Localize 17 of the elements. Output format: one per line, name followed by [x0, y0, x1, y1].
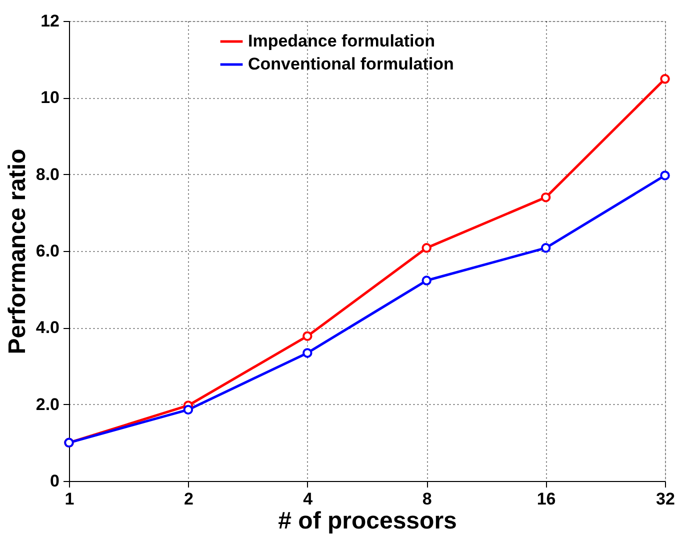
y-axis-title: Performance ratio: [4, 148, 31, 354]
x-tick-label: 4: [303, 490, 314, 508]
x-tick-label: 1: [64, 490, 74, 508]
x-tick-label: 32: [656, 490, 675, 508]
x-tick-label: 2: [184, 490, 194, 508]
y-tick-label: 6.0: [36, 242, 60, 260]
legend-label: Impedance formulation: [248, 32, 436, 50]
y-tick-label: 8.0: [36, 164, 60, 184]
x-tick-label: 16: [536, 490, 556, 508]
y-tick-label: 4.0: [36, 318, 60, 338]
legend-label: Conventional formulation: [248, 54, 454, 74]
y-tick-label: 2.0: [36, 394, 60, 414]
y-tick-label: 0: [50, 472, 60, 490]
x-axis-title: # of processors: [278, 508, 457, 534]
y-tick-label: 10: [40, 88, 60, 108]
y-tick-label: 12: [40, 12, 60, 30]
x-tick-label: 8: [422, 490, 432, 508]
